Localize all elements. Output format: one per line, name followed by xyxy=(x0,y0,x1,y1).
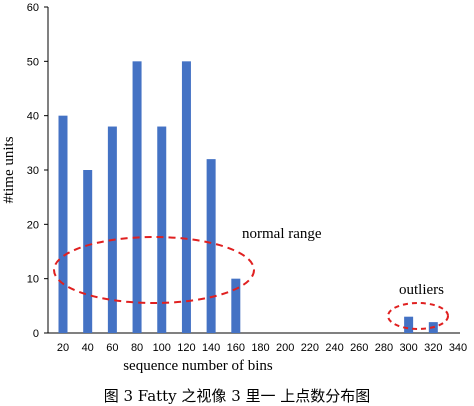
x-tick-label: 40 xyxy=(82,342,94,354)
y-tick-label: 0 xyxy=(33,328,39,340)
x-tick-label: 60 xyxy=(106,342,118,354)
bar xyxy=(107,126,117,334)
y-tick-label: 30 xyxy=(27,165,39,177)
outliers-label: outliers xyxy=(399,282,444,298)
bar xyxy=(132,61,142,333)
y-tick-label: 60 xyxy=(27,2,39,14)
x-tick-label: 340 xyxy=(449,342,467,354)
x-tick-label: 120 xyxy=(177,342,195,354)
x-tick-label: 320 xyxy=(424,342,442,354)
y-tick-label: 40 xyxy=(27,111,39,123)
bar xyxy=(404,316,414,333)
x-tick-label: 280 xyxy=(375,342,393,354)
bar xyxy=(181,61,191,333)
x-tick-label: 20 xyxy=(57,342,69,354)
x-tick-label: 200 xyxy=(276,342,294,354)
x-tick-label: 260 xyxy=(350,342,368,354)
bar xyxy=(206,159,216,333)
normal-range-ellipse xyxy=(53,236,255,304)
normal-range-label: normal range xyxy=(242,226,322,242)
x-axis: 20 40 60 80 100 120 140 160 180 200 220 240 260 280 30… xyxy=(48,332,467,354)
y-tick-label: 50 xyxy=(27,56,39,68)
x-tick-label: 160 xyxy=(227,342,245,354)
x-tick-label: 80 xyxy=(131,342,143,354)
bar xyxy=(157,126,167,334)
x-tick-label: 240 xyxy=(325,342,343,354)
bar xyxy=(83,170,93,333)
y-tick-label: 10 xyxy=(27,274,39,286)
x-tick-label: 180 xyxy=(251,342,269,354)
bars xyxy=(58,61,438,334)
y-axis: 0 10 20 30 40 50 60 xyxy=(27,2,49,340)
x-tick-label: 100 xyxy=(153,342,171,354)
bar xyxy=(58,115,68,334)
y-axis-title: #time units xyxy=(1,136,17,203)
annotations: normal range outliers xyxy=(53,226,449,330)
bar xyxy=(231,278,241,333)
x-tick-label: 220 xyxy=(301,342,319,354)
figure-caption: 图 3 Fatty 之视像 3 里一 上点数分布图 xyxy=(104,387,371,405)
y-tick-label: 20 xyxy=(27,219,39,231)
x-tick-label: 140 xyxy=(202,342,220,354)
x-tick-label: 300 xyxy=(399,342,417,354)
outliers-ellipse xyxy=(387,302,449,330)
x-axis-title: sequence number of bins xyxy=(123,358,273,374)
